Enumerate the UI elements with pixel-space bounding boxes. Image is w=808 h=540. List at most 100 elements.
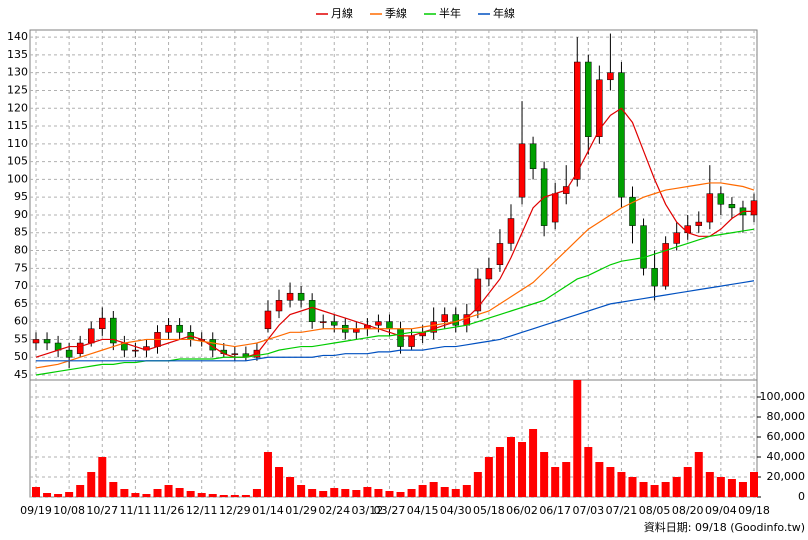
candle-body xyxy=(607,72,614,81)
candle-body xyxy=(507,218,515,244)
volume-bar xyxy=(440,487,449,497)
legend-label: 半年 xyxy=(439,6,461,20)
x-tick-label: 06/02 xyxy=(506,504,538,517)
candle-body xyxy=(651,268,658,287)
candle-body xyxy=(706,193,714,223)
volume-bar xyxy=(87,472,96,497)
candle-body xyxy=(386,321,393,330)
volume-bar xyxy=(297,485,306,497)
volume-bar xyxy=(462,485,471,497)
candle-body xyxy=(629,196,636,226)
candle-body xyxy=(76,342,84,354)
legend-label: 年線 xyxy=(493,6,515,20)
footnote: 資料日期: 09/18 (Goodinfo.tw) xyxy=(644,520,805,534)
volume-bar xyxy=(142,494,151,497)
candle-body xyxy=(297,292,305,301)
candle-body xyxy=(286,292,294,301)
y-tick-label: 115 xyxy=(7,119,28,132)
volume-bar xyxy=(385,491,394,497)
volume-bar xyxy=(407,489,416,497)
y-tick-label: 45 xyxy=(14,368,28,381)
volume-bar xyxy=(164,485,173,497)
y-tick-label: 75 xyxy=(14,261,28,274)
volume-bar xyxy=(252,489,261,497)
volume-bar xyxy=(495,447,504,497)
x-tick-label: 08/20 xyxy=(672,504,704,517)
candle-body xyxy=(529,143,537,169)
y2-tick-label: 60,000 xyxy=(767,430,806,443)
x-tick-label: 02/24 xyxy=(318,504,350,517)
volume-bar xyxy=(451,489,460,497)
candle-body xyxy=(551,193,559,223)
candle-body xyxy=(750,200,758,216)
y-tick-label: 135 xyxy=(7,48,28,61)
candle-body xyxy=(695,221,703,226)
y-tick-label: 125 xyxy=(7,83,28,96)
x-tick-label: 04/15 xyxy=(407,504,439,517)
volume-bar xyxy=(76,485,85,497)
volume-bar xyxy=(363,487,372,497)
candle-body xyxy=(684,225,691,233)
candle-body xyxy=(165,324,172,333)
y-tick-label: 140 xyxy=(7,30,28,43)
ma-line xyxy=(35,182,755,369)
x-tick-label: 05/18 xyxy=(473,504,505,517)
x-tick-label: 09/19 xyxy=(20,504,52,517)
volume-bar xyxy=(175,488,184,497)
candle-body xyxy=(43,339,51,344)
volume-bar xyxy=(32,487,40,497)
volume-bar xyxy=(374,489,383,497)
volume-bar xyxy=(219,495,228,497)
volume-bar xyxy=(540,452,549,497)
candle-body xyxy=(717,193,725,205)
candle-body xyxy=(673,232,680,244)
volume-bar xyxy=(617,472,626,497)
candle-body xyxy=(330,321,338,326)
y2-tick-label: 40,000 xyxy=(767,450,806,463)
x-tick-label: 11/11 xyxy=(120,504,152,517)
y-tick-label: 85 xyxy=(14,226,28,239)
volume-bar xyxy=(672,477,681,497)
legend-label: 月線 xyxy=(331,6,353,20)
candle-body xyxy=(496,243,504,266)
x-tick-label: 10/08 xyxy=(53,504,85,517)
volume-bar xyxy=(551,467,560,497)
volume-bar xyxy=(595,462,604,497)
plot-frame xyxy=(29,29,758,498)
x-tick-label: 04/30 xyxy=(440,504,472,517)
candle-body xyxy=(596,79,603,137)
volume-bar xyxy=(43,493,52,497)
candle-body xyxy=(662,243,669,287)
volume-bar xyxy=(186,491,195,497)
candle-body xyxy=(308,300,316,322)
volume-bar xyxy=(109,482,118,497)
volume-bar xyxy=(98,457,107,497)
candle-body xyxy=(231,353,239,355)
volume-bar xyxy=(131,493,140,497)
candle-body xyxy=(640,225,647,269)
candle-body xyxy=(618,72,625,198)
x-tick-label: 12/29 xyxy=(219,504,251,517)
x-tick-label: 09/18 xyxy=(738,504,770,517)
volume-bar xyxy=(584,447,593,497)
candle-body xyxy=(132,349,139,352)
x-tick-label: 03/27 xyxy=(374,504,406,517)
candle-body xyxy=(397,328,404,347)
volume-bar xyxy=(263,452,272,497)
x-tick-label: 08/05 xyxy=(639,504,671,517)
volume-bar xyxy=(341,489,350,497)
x-tick-label: 03/12 xyxy=(352,504,384,517)
volume-bar xyxy=(716,477,725,497)
candle-body xyxy=(65,349,73,358)
volume-bar xyxy=(694,452,703,497)
volume-bar xyxy=(705,472,714,497)
y-tick-label: 90 xyxy=(14,208,28,221)
y-tick-label: 65 xyxy=(14,297,28,310)
volume-bar xyxy=(518,442,527,497)
volume-bar xyxy=(286,477,295,497)
candle-body xyxy=(32,339,40,344)
y-tick-label: 70 xyxy=(14,279,28,292)
x-tick-label: 12/11 xyxy=(186,504,218,517)
volume-bar xyxy=(352,490,361,497)
candle-body xyxy=(585,61,592,137)
